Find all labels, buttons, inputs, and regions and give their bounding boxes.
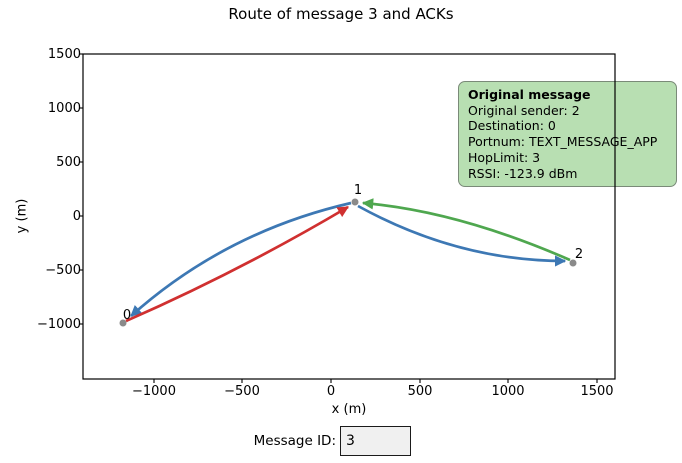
x-tick-1000: 1000 <box>491 384 525 399</box>
message-id-input[interactable] <box>340 426 411 456</box>
tooltip-line-portnum: Portnum: TEXT_MESSAGE_APP <box>468 134 658 150</box>
x-tick-0: 0 <box>326 384 336 399</box>
y-tick-1000: 1000 <box>47 101 81 116</box>
x-tick-neg1000: −1000 <box>132 384 176 399</box>
node-1-marker[interactable] <box>351 198 359 206</box>
y-tick-neg500: −500 <box>45 263 81 278</box>
edge-node1-to-node0 <box>130 201 352 318</box>
y-tick-500: 500 <box>56 155 81 170</box>
tooltip-annotation-text: Original message Original sender: 2 Dest… <box>458 81 677 187</box>
node-2-label: 2 <box>574 247 584 262</box>
edge-node1-to-node2 <box>357 204 567 267</box>
x-axis-label: x (m) <box>331 402 367 417</box>
edge-node0-to-node1 <box>125 205 349 323</box>
tooltip-line-rssi: RSSI: -123.9 dBm <box>468 165 578 181</box>
x-tick-500: 500 <box>407 384 433 399</box>
chart-title: Route of message 3 and ACKs <box>228 5 454 23</box>
y-tick-1500: 1500 <box>47 47 81 62</box>
edge-node2-to-node1 <box>361 198 571 262</box>
y-tick-0: 0 <box>72 209 81 224</box>
tooltip-heading: Original message <box>468 87 591 102</box>
message-id-label: Message ID: <box>253 433 336 449</box>
tooltip-line-sender: Original sender: 2 <box>468 102 580 118</box>
tooltip-line-destination: Destination: 0 <box>468 118 556 134</box>
tooltip-line-hoplimit: HopLimit: 3 <box>468 149 541 165</box>
node-0-label: 0 <box>122 308 132 323</box>
y-axis-label: y (m) <box>14 198 30 234</box>
node-1-label: 1 <box>353 183 363 198</box>
x-tick-1500: 1500 <box>580 384 614 399</box>
x-tick-neg500: −500 <box>224 384 260 399</box>
y-tick-neg1000: −1000 <box>37 317 81 332</box>
